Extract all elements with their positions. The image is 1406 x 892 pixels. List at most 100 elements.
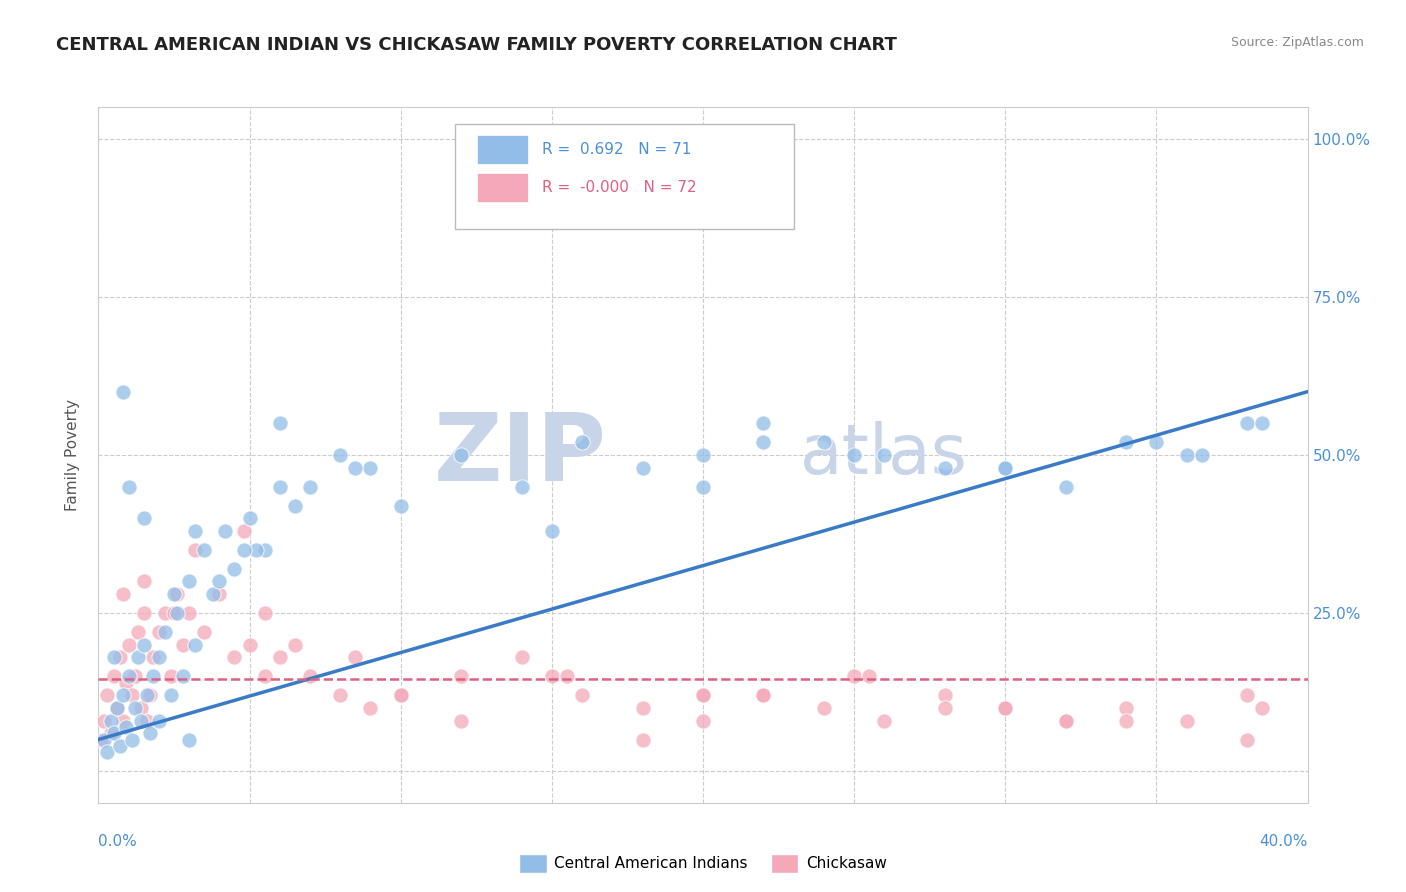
Point xyxy=(752,417,775,431)
Point xyxy=(994,701,1017,715)
Point xyxy=(934,701,956,715)
Point xyxy=(1236,688,1258,702)
Point xyxy=(692,448,714,462)
Point xyxy=(360,701,382,715)
Point xyxy=(135,714,157,728)
Point xyxy=(239,638,262,652)
Point xyxy=(148,714,170,728)
Point xyxy=(692,714,714,728)
Point xyxy=(184,638,207,652)
Point xyxy=(1146,435,1168,450)
Point xyxy=(202,587,225,601)
Point xyxy=(1054,714,1077,728)
Point xyxy=(692,479,714,493)
Point xyxy=(813,701,835,715)
Point xyxy=(329,688,352,702)
Point xyxy=(1175,714,1198,728)
Point xyxy=(269,479,291,493)
Point xyxy=(389,688,412,702)
Point xyxy=(118,479,141,493)
Point xyxy=(166,587,188,601)
Point xyxy=(239,511,262,525)
Point xyxy=(193,542,215,557)
Point xyxy=(1251,701,1274,715)
Point xyxy=(269,417,291,431)
Point xyxy=(214,524,236,538)
Point xyxy=(510,650,533,665)
Point xyxy=(111,587,134,601)
Point xyxy=(208,574,231,589)
Point xyxy=(193,625,215,640)
Point xyxy=(160,688,183,702)
Point xyxy=(103,650,125,665)
Point xyxy=(571,688,593,702)
Point xyxy=(631,701,654,715)
Point xyxy=(103,669,125,683)
Point xyxy=(994,460,1017,475)
Text: atlas: atlas xyxy=(800,421,967,489)
Point xyxy=(344,460,367,475)
Point xyxy=(172,669,194,683)
Point xyxy=(132,638,155,652)
Point xyxy=(450,714,472,728)
Point xyxy=(571,435,593,450)
Point xyxy=(232,542,254,557)
Point xyxy=(844,669,866,683)
Point xyxy=(108,739,131,753)
Text: 40.0%: 40.0% xyxy=(1260,834,1308,849)
Point xyxy=(179,606,201,620)
Point xyxy=(139,688,162,702)
Point xyxy=(90,732,112,747)
Point xyxy=(1115,714,1137,728)
Point xyxy=(179,732,201,747)
Point xyxy=(132,574,155,589)
Point xyxy=(148,625,170,640)
Text: ZIP: ZIP xyxy=(433,409,606,501)
Point xyxy=(208,587,231,601)
Point xyxy=(692,688,714,702)
Point xyxy=(360,460,382,475)
Point xyxy=(1054,714,1077,728)
Point xyxy=(96,688,118,702)
Point xyxy=(124,669,146,683)
Point xyxy=(253,606,276,620)
Point xyxy=(135,688,157,702)
Point xyxy=(111,688,134,702)
Point xyxy=(118,669,141,683)
Text: Source: ZipAtlas.com: Source: ZipAtlas.com xyxy=(1230,36,1364,49)
Point xyxy=(1251,417,1274,431)
Point xyxy=(299,479,322,493)
Point xyxy=(224,650,246,665)
Point xyxy=(166,606,188,620)
Point xyxy=(160,669,183,683)
Point xyxy=(450,669,472,683)
Point xyxy=(114,720,136,734)
Point xyxy=(344,650,367,665)
Point xyxy=(284,638,307,652)
Point xyxy=(127,650,149,665)
Point xyxy=(540,669,562,683)
Point xyxy=(284,499,307,513)
Point xyxy=(184,542,207,557)
Point xyxy=(172,638,194,652)
Point xyxy=(994,701,1017,715)
Point xyxy=(555,669,578,683)
Point xyxy=(142,669,165,683)
Point xyxy=(114,675,136,690)
Point xyxy=(153,625,176,640)
Point xyxy=(329,448,352,462)
FancyBboxPatch shape xyxy=(477,173,527,202)
Point xyxy=(253,669,276,683)
Point xyxy=(127,625,149,640)
Point xyxy=(450,448,472,462)
Point xyxy=(132,606,155,620)
Point xyxy=(224,562,246,576)
Text: R =  0.692   N = 71: R = 0.692 N = 71 xyxy=(543,142,692,157)
Point xyxy=(1175,448,1198,462)
Point xyxy=(389,499,412,513)
FancyBboxPatch shape xyxy=(477,135,527,164)
Point xyxy=(96,745,118,759)
Point xyxy=(232,524,254,538)
Point xyxy=(100,726,122,740)
Point xyxy=(163,587,186,601)
